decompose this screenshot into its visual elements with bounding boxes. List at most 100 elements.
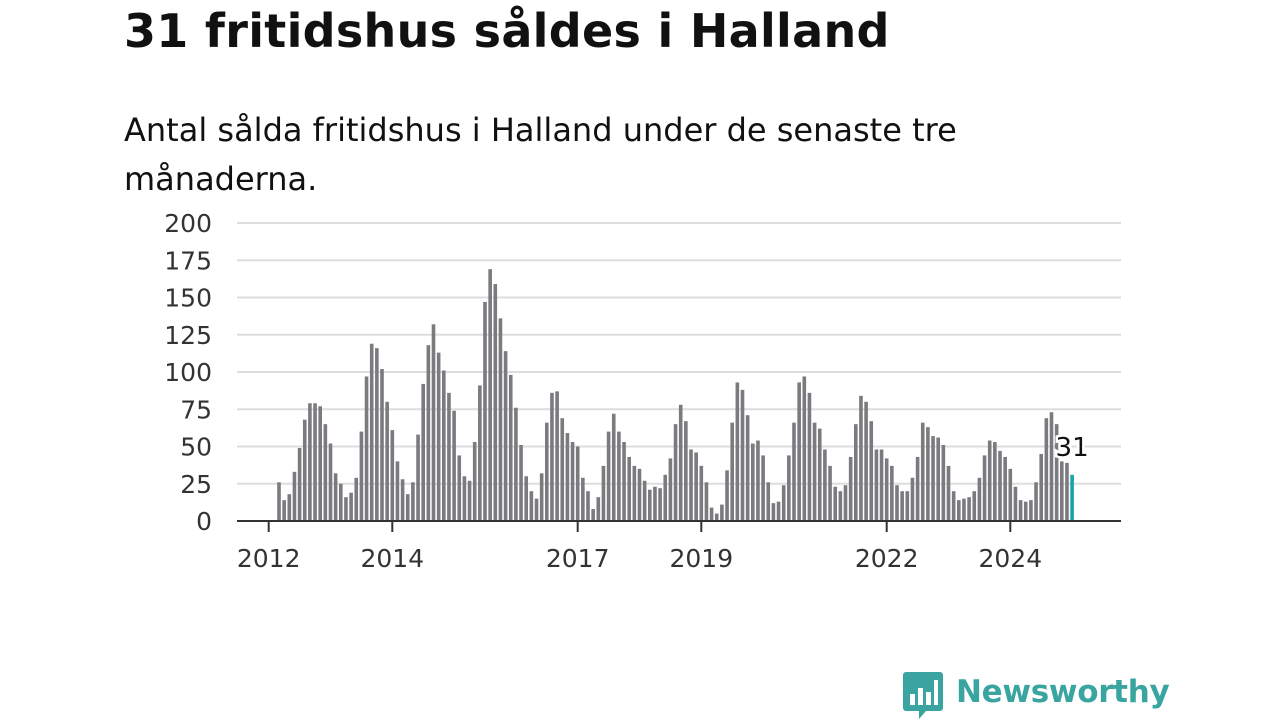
bar [817,428,822,521]
bar [364,376,369,521]
bar [828,465,832,521]
bar [411,482,415,521]
bar [962,498,966,521]
x-tick-label: 2012 [237,544,301,573]
bar [611,413,616,521]
bar [709,507,714,521]
bar [946,465,951,521]
bar [879,449,884,521]
bar [390,430,395,521]
bar [864,401,868,521]
bar [1023,501,1028,521]
bar [333,473,338,521]
bar [498,318,503,521]
bar [328,443,333,521]
chart-subtitle: Antal sålda fritidshus i Halland under d… [124,111,957,198]
x-tick-label: 2017 [546,544,610,573]
x-tick-label: 2014 [360,544,424,573]
bar [941,445,946,521]
latest-value-label: 31 [1056,433,1089,463]
bar [519,445,523,521]
bar [534,498,539,521]
bar [452,410,456,521]
bars [277,269,1074,521]
bar [292,471,297,521]
bar [756,440,760,521]
bar [359,431,364,521]
bar [859,395,863,521]
bar [1065,462,1069,521]
bar [591,509,595,521]
bar [1039,453,1043,521]
bar [884,458,889,521]
bar [905,491,910,521]
bar [776,501,781,521]
y-tick-label: 150 [164,284,212,313]
bar [668,458,673,521]
bar [869,421,874,521]
bar [545,422,549,521]
bar [447,392,451,521]
bar [617,431,621,521]
bar [735,382,740,521]
bar [508,374,513,521]
bar [431,324,436,521]
bar [936,437,940,521]
bar [323,424,328,521]
x-tick-label: 2024 [978,544,1042,573]
newsworthy-brand: Newsworthy [902,670,1170,720]
bar [426,345,431,521]
bar [308,403,312,521]
bar [416,434,420,521]
bar [1054,424,1059,521]
bar [745,415,750,521]
bar [684,421,688,521]
bar [555,391,559,521]
bar [565,433,570,521]
bar [838,491,843,521]
bar [987,440,992,521]
bar [694,452,698,521]
bar [977,477,982,521]
bar [1029,500,1033,521]
bar [895,485,899,521]
bar [993,442,997,521]
bar [874,449,879,521]
bar-latest [1070,474,1074,521]
bar [627,456,631,521]
bar [1060,461,1064,521]
bar [673,424,678,521]
bar [493,284,498,521]
bar [575,446,580,521]
bar [751,443,755,521]
bar [395,461,400,521]
bar [807,392,812,521]
bar [539,473,544,521]
bar [380,369,384,521]
bar [771,503,776,521]
y-axis-ticks: 0 25 50 75 100 125 150 175 200 [164,209,212,536]
bar [637,468,642,521]
bar [797,382,801,521]
bar [658,488,662,521]
y-tick-label: 0 [196,507,212,536]
bar [560,418,565,521]
bar [704,482,709,521]
bar [972,491,977,521]
y-tick-label: 100 [164,358,212,387]
bar [982,455,987,521]
bar [462,476,467,521]
bar [957,500,961,521]
bar [761,455,765,521]
bar [689,449,693,521]
bar [812,422,817,521]
bar [854,424,858,521]
bar [663,474,668,521]
bar [369,343,374,521]
y-tick-label: 75 [180,395,212,424]
bar [524,476,528,521]
bar [405,494,410,521]
bar [998,450,1002,521]
bar [725,470,729,521]
